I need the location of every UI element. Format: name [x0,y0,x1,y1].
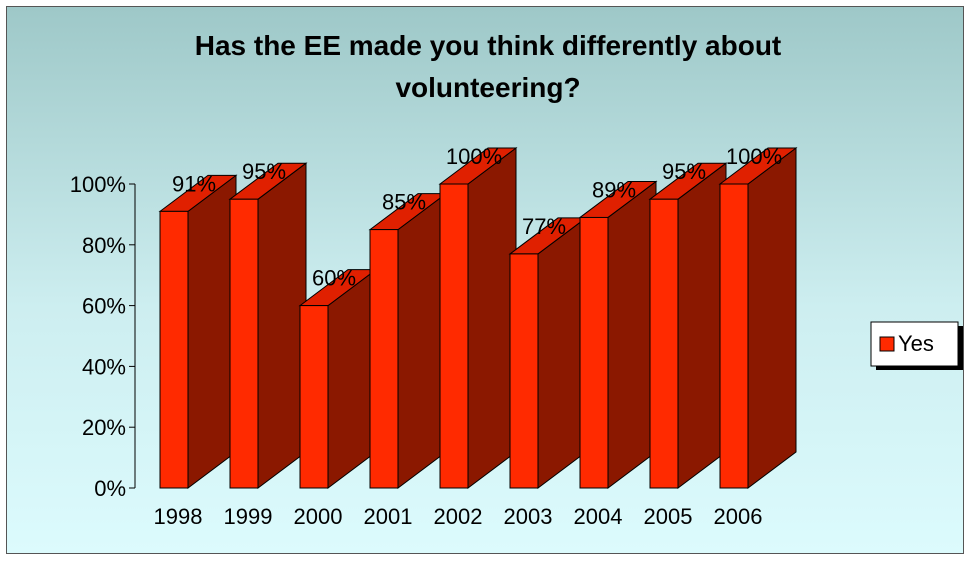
x-tick-label: 2000 [294,504,343,529]
bar-2004 [578,180,658,489]
x-tick-label: 2004 [574,504,623,529]
bar-side [747,147,797,489]
x-tick-label: 2001 [364,504,413,529]
bar-front [439,183,469,489]
legend: Yes [870,321,963,370]
legend-label-yes: Yes [898,331,934,356]
bar-side [607,180,657,489]
x-tick-label: 1999 [224,504,273,529]
bar-1998 [158,174,238,489]
data-label: 95% [662,159,706,184]
bar-side [467,147,517,489]
y-tick-label: 80% [82,233,126,258]
y-tick-label: 0% [94,476,126,501]
data-label: 100% [446,144,502,169]
bar-front [579,216,609,489]
bar-side [397,192,447,489]
bar-2006 [718,147,798,489]
bar-side [327,268,377,489]
x-tick-label: 2005 [644,504,693,529]
x-tick-label: 2003 [504,504,553,529]
bar-front [719,183,749,489]
bar-front [509,253,539,489]
data-label: 77% [522,214,566,239]
legend-swatch-yes [879,336,895,352]
y-tick-label: 20% [82,415,126,440]
y-tick-label: 60% [82,294,126,319]
bar-front [299,305,329,489]
bar-side [537,216,587,489]
bar-2003 [508,216,588,489]
y-tick-label: 40% [82,354,126,379]
bar-2001 [368,192,448,489]
bar-side [187,174,237,489]
bar-side [677,162,727,489]
y-tick-label: 100% [70,172,126,197]
bar-front [159,210,189,489]
x-tick-label: 1998 [154,504,203,529]
bar-2000 [298,268,378,489]
bar-side [257,162,307,489]
data-label: 100% [726,144,782,169]
x-tick-label: 2006 [714,504,763,529]
bar-front [369,229,399,489]
chart-title-line-1: Has the EE made you think differently ab… [195,30,782,61]
data-label: 89% [592,177,636,202]
x-tick-label: 2002 [434,504,483,529]
data-label: 95% [242,159,286,184]
chart-title-line-2: volunteering? [395,72,580,103]
data-label: 91% [172,171,216,196]
bar-1999 [228,162,308,489]
data-label: 60% [312,266,356,291]
data-label: 85% [382,190,426,215]
bar-2005 [648,162,728,489]
bar-front [649,198,679,489]
bar-front [229,198,259,489]
bar-2002 [438,147,518,489]
